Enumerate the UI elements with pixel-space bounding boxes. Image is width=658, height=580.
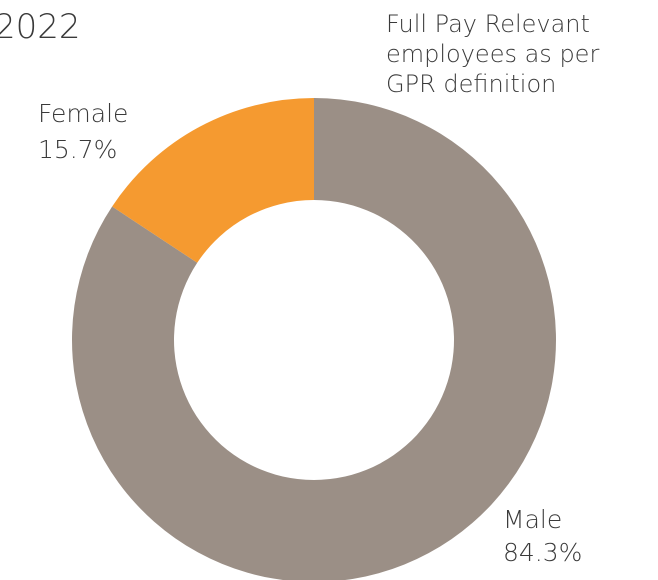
donut-segment — [72, 98, 556, 580]
annotation: Full Pay Relevant — [386, 10, 590, 38]
value-label: 15.7% — [38, 135, 117, 164]
category-label: Male — [503, 505, 562, 534]
value-label: 84.3% — [503, 538, 582, 567]
category-label: Female — [38, 99, 128, 128]
donut-segment — [112, 98, 315, 263]
annotation: GPR definition — [386, 70, 556, 98]
annotation: employees as per — [386, 40, 599, 68]
chart-title: 2022 — [0, 7, 81, 47]
